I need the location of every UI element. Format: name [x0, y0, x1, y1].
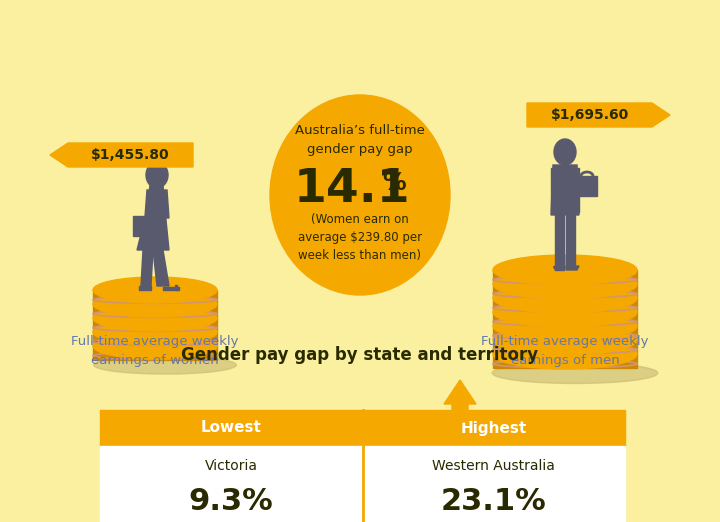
Ellipse shape [493, 283, 637, 313]
Bar [493, 354, 637, 368]
Ellipse shape [93, 277, 217, 303]
Bar [577, 176, 597, 196]
Ellipse shape [493, 325, 637, 355]
Bar [493, 340, 637, 354]
Polygon shape [566, 266, 579, 270]
Text: Australia’s full-time
gender pay gap: Australia’s full-time gender pay gap [295, 125, 425, 156]
Bar [493, 298, 637, 312]
Text: 9.3%: 9.3% [189, 487, 274, 516]
Polygon shape [139, 286, 151, 290]
Polygon shape [175, 287, 179, 290]
Ellipse shape [493, 269, 637, 299]
Ellipse shape [94, 356, 236, 374]
Text: Western Australia: Western Australia [432, 459, 555, 473]
Text: $1,455.80: $1,455.80 [91, 148, 170, 162]
Text: Gender pay gap by state and territory: Gender pay gap by state and territory [181, 346, 539, 364]
Ellipse shape [493, 311, 637, 341]
Text: Full-time average weekly
earnings of men: Full-time average weekly earnings of men [481, 335, 649, 367]
Polygon shape [141, 250, 153, 286]
Polygon shape [527, 103, 670, 127]
Ellipse shape [493, 255, 637, 285]
Ellipse shape [493, 297, 637, 327]
Bar [100, 446, 625, 522]
Text: Highest: Highest [461, 421, 527, 435]
Bar [493, 326, 637, 340]
Bar [493, 312, 637, 326]
Ellipse shape [93, 291, 217, 317]
Text: %: % [382, 171, 406, 195]
Bar [100, 410, 625, 446]
Polygon shape [555, 215, 564, 266]
Text: $1,695.60: $1,695.60 [550, 108, 629, 122]
Polygon shape [163, 285, 177, 290]
Text: Full-time average weekly
earnings of women: Full-time average weekly earnings of wom… [71, 335, 239, 367]
Text: (Women earn on
average $239.80 per
week less than men): (Women earn on average $239.80 per week … [298, 212, 422, 262]
Bar [493, 284, 637, 298]
Polygon shape [161, 190, 169, 218]
Polygon shape [50, 143, 193, 167]
Polygon shape [551, 168, 557, 212]
Polygon shape [553, 266, 564, 270]
Polygon shape [144, 190, 153, 230]
Bar [93, 346, 217, 360]
Ellipse shape [270, 95, 450, 295]
Polygon shape [137, 210, 169, 250]
Text: Victoria: Victoria [204, 459, 258, 473]
Bar [93, 332, 217, 346]
Ellipse shape [492, 362, 658, 384]
Bar [93, 304, 217, 318]
Ellipse shape [93, 305, 217, 331]
Text: Lowest: Lowest [201, 421, 261, 435]
Bar [133, 216, 151, 236]
Polygon shape [153, 250, 169, 286]
Bar [93, 290, 217, 304]
Text: 14.1: 14.1 [294, 168, 410, 212]
Polygon shape [551, 165, 579, 215]
Polygon shape [573, 168, 579, 212]
Ellipse shape [554, 139, 576, 165]
Text: 23.1%: 23.1% [441, 487, 546, 516]
Ellipse shape [93, 333, 217, 359]
Bar [493, 270, 637, 284]
Ellipse shape [493, 339, 637, 369]
Ellipse shape [150, 157, 164, 167]
Polygon shape [444, 380, 476, 422]
Polygon shape [147, 185, 165, 210]
Bar [93, 318, 217, 332]
Polygon shape [566, 215, 575, 266]
Ellipse shape [93, 319, 217, 345]
Ellipse shape [146, 162, 168, 188]
